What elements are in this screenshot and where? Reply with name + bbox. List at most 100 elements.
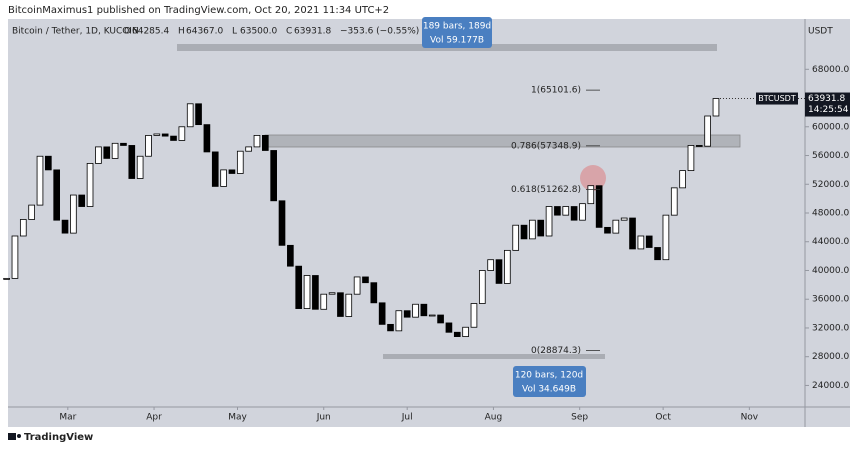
candle	[579, 203, 586, 221]
candle	[495, 259, 503, 284]
candle	[612, 219, 620, 234]
y-tick-label: 60000.0	[812, 122, 849, 132]
candle	[170, 135, 177, 141]
candle	[478, 270, 486, 304]
candle	[328, 292, 336, 295]
candle	[153, 133, 161, 136]
measure-volume: Vol 59.177B	[430, 36, 484, 46]
ohlc-value: 63500.0	[240, 27, 277, 37]
candle	[554, 206, 561, 216]
candle	[303, 275, 311, 309]
candle	[687, 145, 695, 172]
candle	[245, 146, 252, 152]
candle	[111, 142, 119, 159]
candle	[312, 275, 319, 310]
measure-volume: Vol 34.649B	[522, 385, 576, 395]
y-tick-label: 48000.0	[812, 209, 849, 219]
x-tick-label: Jun	[316, 413, 331, 423]
x-tick-label: Nov	[741, 413, 759, 423]
candle	[278, 200, 286, 246]
candle	[412, 303, 419, 318]
candle	[186, 103, 194, 128]
countdown: 14:25:54	[808, 105, 849, 115]
candle	[470, 303, 478, 328]
candle	[253, 134, 261, 148]
fib-label: 0.786(57348.9)	[511, 141, 581, 151]
range-band	[383, 354, 605, 359]
fib-label: 0.618(51262.8)	[511, 185, 581, 195]
author-line: BitcoinMaximus1 published on TradingView…	[8, 5, 389, 16]
candle	[136, 155, 144, 179]
candle	[28, 204, 35, 220]
candle	[637, 235, 645, 250]
candle	[36, 155, 44, 206]
candle	[428, 314, 436, 317]
candle	[211, 151, 219, 187]
fib-zone	[264, 134, 741, 148]
candle	[236, 150, 244, 174]
candle	[537, 219, 545, 237]
plot-bg	[8, 19, 805, 407]
y-tick-label: 40000.0	[812, 266, 849, 276]
candle	[662, 214, 670, 261]
price-tag	[805, 92, 850, 117]
candle	[453, 331, 461, 337]
y-tick-label: 68000.0	[812, 65, 849, 75]
candle	[262, 134, 269, 151]
candle	[3, 277, 10, 280]
candle	[629, 217, 636, 250]
currency: USDT	[808, 27, 833, 37]
candle	[353, 276, 361, 295]
x-tick-label: Jul	[401, 413, 413, 423]
candle	[670, 187, 678, 216]
candle	[11, 235, 19, 279]
candle	[370, 282, 378, 304]
candle	[645, 235, 653, 248]
time-axis-bg	[8, 407, 850, 427]
candle	[337, 292, 344, 317]
x-tick-label: Aug	[485, 413, 503, 423]
ohlc-value: 64285.4	[132, 27, 169, 37]
candle	[562, 206, 570, 216]
ohlc-key: H	[178, 27, 185, 37]
candle	[19, 219, 27, 237]
candle	[420, 303, 428, 317]
candle	[53, 169, 61, 221]
x-tick-label: Sep	[571, 413, 588, 423]
price-axis-bg	[805, 19, 850, 407]
price-tag-text: 63931.8	[808, 94, 845, 104]
x-tick-label: May	[228, 413, 247, 423]
highlight-circle	[580, 165, 606, 191]
candle	[445, 322, 453, 333]
candle	[654, 247, 661, 261]
candle	[487, 259, 494, 271]
y-tick-label: 44000.0	[812, 237, 849, 247]
candle	[228, 169, 236, 174]
ohlc-value: 63931.8	[294, 27, 331, 37]
candle	[704, 115, 711, 147]
y-tick-label: 56000.0	[812, 151, 849, 161]
candle	[387, 323, 394, 332]
measure-bars: 120 bars, 120d	[515, 371, 583, 381]
candle	[120, 142, 127, 146]
candle	[620, 217, 628, 221]
ohlc-key: C	[286, 27, 292, 37]
candle	[712, 98, 720, 117]
candle	[570, 206, 578, 221]
candle	[78, 194, 86, 207]
candle	[504, 249, 511, 284]
measure-box	[422, 17, 492, 48]
fib-label: 0(28874.3)	[531, 346, 581, 356]
y-tick-label: 24000.0	[812, 381, 849, 391]
candle	[203, 124, 211, 153]
candle	[679, 170, 686, 189]
candle	[161, 133, 169, 137]
fib-label: 1(65101.6)	[531, 86, 581, 96]
ohlc-value: 64367.0	[186, 27, 223, 37]
candle	[437, 314, 444, 324]
candle	[178, 126, 186, 141]
candle	[220, 169, 227, 187]
candle	[86, 163, 94, 207]
symbol-tag-text: BTCUSDT	[758, 94, 796, 103]
